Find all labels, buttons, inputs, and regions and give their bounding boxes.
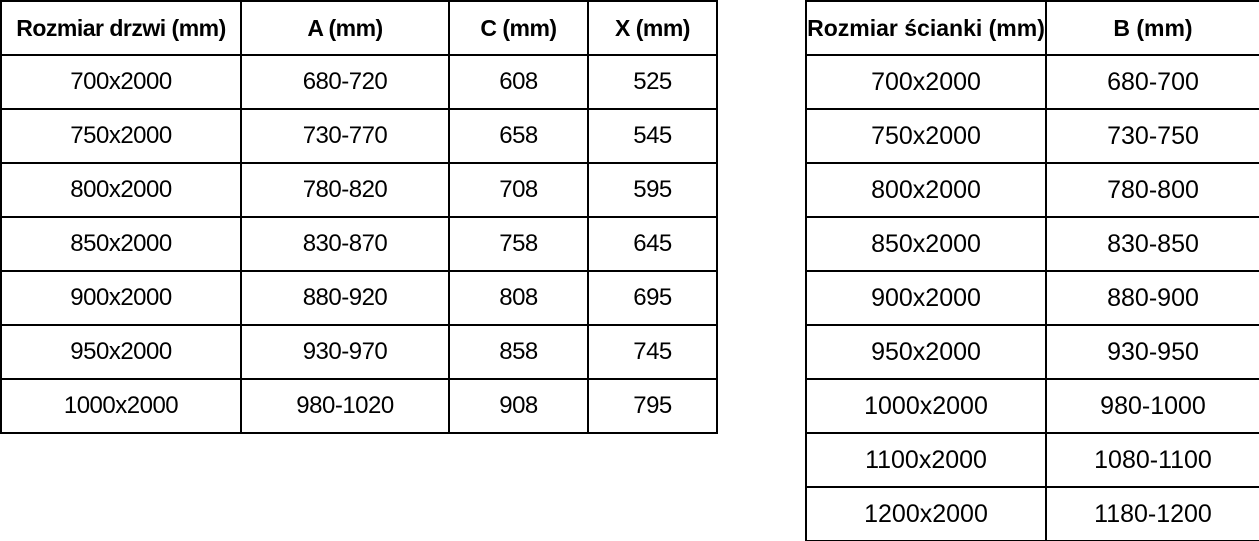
table-cell: 1180-1200 — [1045, 486, 1259, 541]
table-row: 1000x2000 980-1000 — [805, 378, 1259, 434]
table-cell: 830-870 — [240, 216, 450, 272]
table-cell: 700x2000 — [0, 54, 242, 110]
table-cell: 800x2000 — [805, 162, 1047, 218]
table-row: 1000x2000 980-1020 908 795 — [0, 378, 718, 434]
table-cell: 700x2000 — [805, 54, 1047, 110]
table-row: 1100x2000 1080-1100 — [805, 432, 1259, 488]
table-cell: 930-970 — [240, 324, 450, 380]
table-cell: 830-850 — [1045, 216, 1259, 272]
column-header: Rozmiar drzwi (mm) — [0, 0, 242, 56]
table-cell: 750x2000 — [805, 108, 1047, 164]
table-row: 700x2000 680-720 608 525 — [0, 54, 718, 110]
table-cell: 750x2000 — [0, 108, 242, 164]
table-cell: 695 — [587, 270, 718, 326]
table-row: 750x2000 730-770 658 545 — [0, 108, 718, 164]
table-cell: 950x2000 — [0, 324, 242, 380]
table-cell: 545 — [587, 108, 718, 164]
table-row: 900x2000 880-900 — [805, 270, 1259, 326]
table-row: 750x2000 730-750 — [805, 108, 1259, 164]
table-row: 850x2000 830-870 758 645 — [0, 216, 718, 272]
column-header: C (mm) — [448, 0, 589, 56]
table-cell: 608 — [448, 54, 589, 110]
table-cell: 758 — [448, 216, 589, 272]
table-cell: 980-1000 — [1045, 378, 1259, 434]
table-row: 850x2000 830-850 — [805, 216, 1259, 272]
table-cell: 980-1020 — [240, 378, 450, 434]
table-cell: 645 — [587, 216, 718, 272]
table-cell: 595 — [587, 162, 718, 218]
table-cell: 880-920 — [240, 270, 450, 326]
table-row: 1200x2000 1180-1200 — [805, 486, 1259, 541]
table-cell: 880-900 — [1045, 270, 1259, 326]
table-cell: 795 — [587, 378, 718, 434]
column-header: X (mm) — [587, 0, 718, 56]
column-header: A (mm) — [240, 0, 450, 56]
table-cell: 900x2000 — [0, 270, 242, 326]
table-cell: 658 — [448, 108, 589, 164]
column-header: Rozmiar ścianki (mm) — [805, 0, 1047, 56]
table-cell: 680-720 — [240, 54, 450, 110]
table-cell: 850x2000 — [0, 216, 242, 272]
table-cell: 525 — [587, 54, 718, 110]
table-row: 900x2000 880-920 808 695 — [0, 270, 718, 326]
table-cell: 800x2000 — [0, 162, 242, 218]
table-cell: 708 — [448, 162, 589, 218]
table-cell: 900x2000 — [805, 270, 1047, 326]
table-header-row: Rozmiar drzwi (mm) A (mm) C (mm) X (mm) — [0, 0, 718, 56]
wall-panel-size-table: Rozmiar ścianki (mm) B (mm) 700x2000 680-70… — [805, 0, 1259, 541]
table-cell: 780-820 — [240, 162, 450, 218]
table-cell: 858 — [448, 324, 589, 380]
table-row: 800x2000 780-820 708 595 — [0, 162, 718, 218]
table-cell: 1100x2000 — [805, 432, 1047, 488]
table-cell: 780-800 — [1045, 162, 1259, 218]
table-cell: 745 — [587, 324, 718, 380]
table-cell: 730-770 — [240, 108, 450, 164]
table-cell: 950x2000 — [805, 324, 1047, 380]
table-row: 700x2000 680-700 — [805, 54, 1259, 110]
doors-size-table: Rozmiar drzwi (mm) A (mm) C (mm) X (mm) 700x… — [0, 0, 718, 434]
table-row: 950x2000 930-970 858 745 — [0, 324, 718, 380]
table-cell: 930-950 — [1045, 324, 1259, 380]
table-cell: 1200x2000 — [805, 486, 1047, 541]
table-cell: 850x2000 — [805, 216, 1047, 272]
column-header: B (mm) — [1045, 0, 1259, 56]
table-header-row: Rozmiar ścianki (mm) B (mm) — [805, 0, 1259, 56]
table-cell: 1000x2000 — [805, 378, 1047, 434]
table-row: 950x2000 930-950 — [805, 324, 1259, 380]
table-row: 800x2000 780-800 — [805, 162, 1259, 218]
table-cell: 908 — [448, 378, 589, 434]
table-cell: 730-750 — [1045, 108, 1259, 164]
table-cell: 680-700 — [1045, 54, 1259, 110]
table-cell: 1080-1100 — [1045, 432, 1259, 488]
table-cell: 1000x2000 — [0, 378, 242, 434]
table-cell: 808 — [448, 270, 589, 326]
